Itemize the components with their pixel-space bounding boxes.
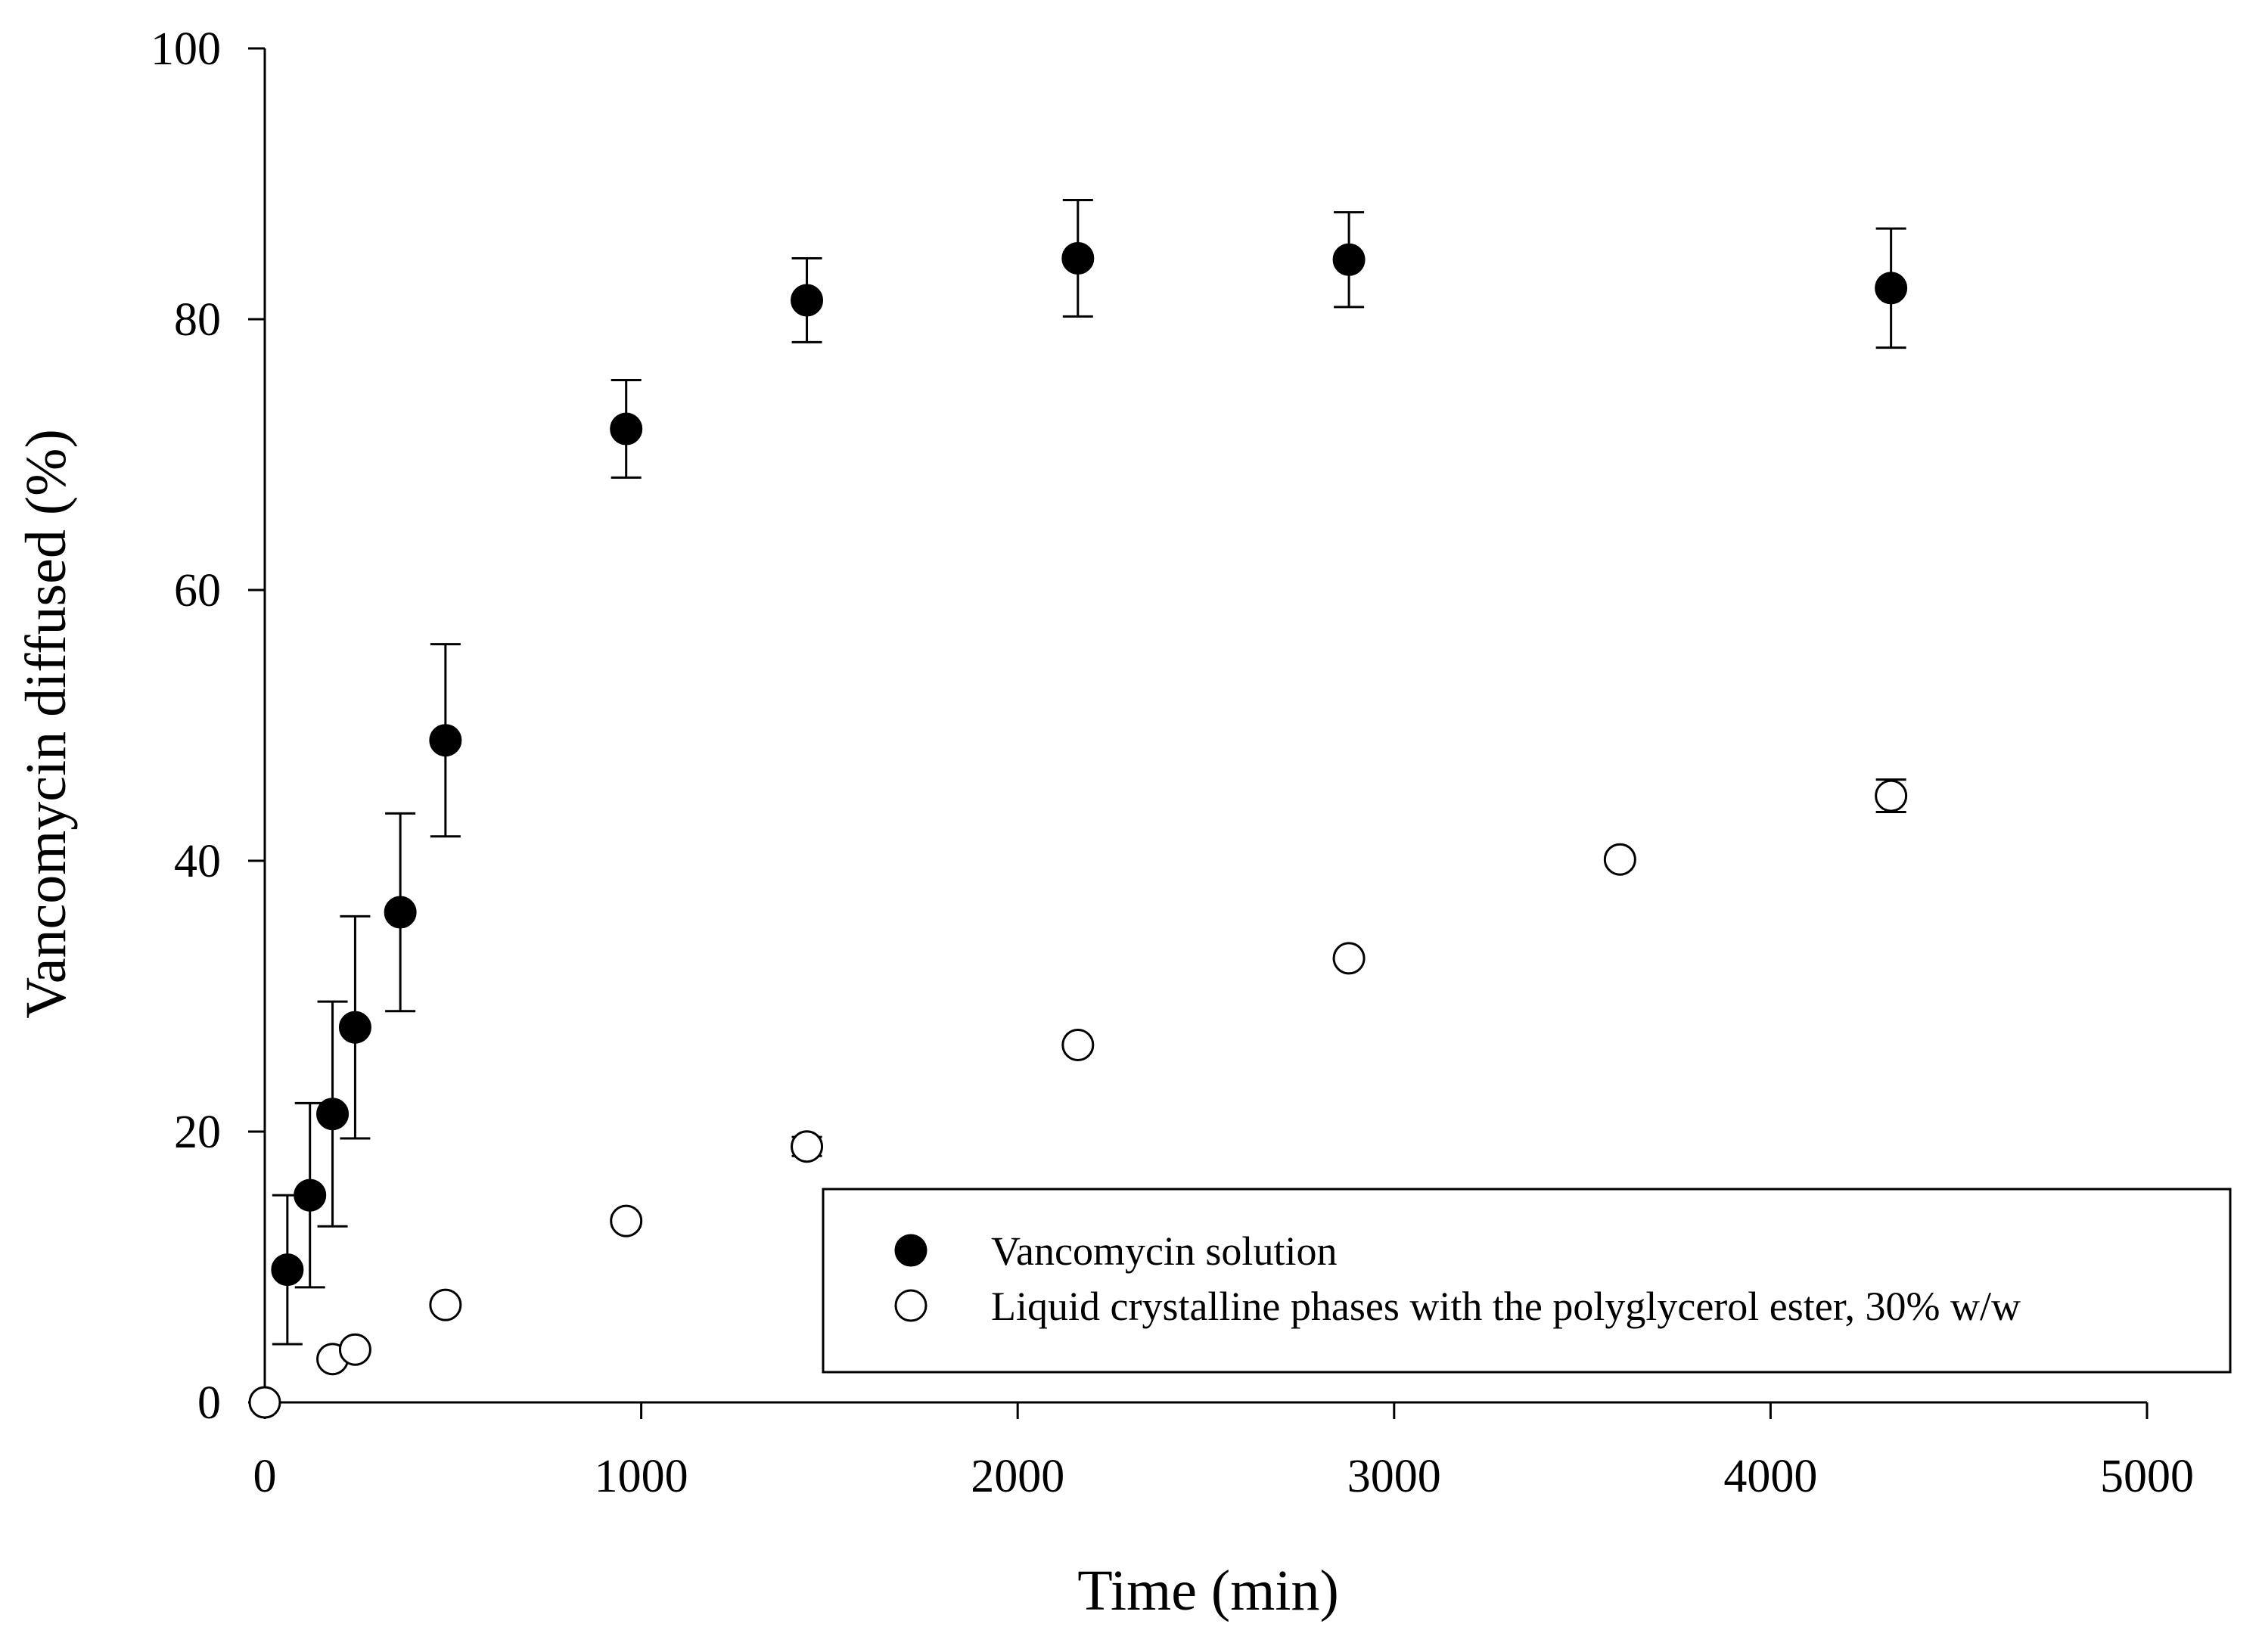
series-1: [271, 198, 1908, 1346]
x-tick-label: 0: [253, 1451, 277, 1502]
plot-area: [248, 198, 1908, 1419]
data-point-open: [610, 1204, 643, 1237]
data-point-open: [791, 1130, 824, 1163]
data-point-filled: [384, 896, 417, 929]
data-point-filled: [429, 724, 462, 757]
y-tick-label: 60: [174, 565, 221, 616]
x-tick-label: 5000: [2100, 1451, 2194, 1502]
series-2: [248, 778, 1908, 1419]
x-tick-label: 1000: [595, 1451, 688, 1502]
data-point-filled: [1332, 243, 1366, 276]
legend: Vancomycin solution Liquid crystalline ph…: [822, 1188, 2232, 1374]
data-point-filled: [294, 1178, 327, 1212]
data-point-open: [1061, 1028, 1095, 1061]
data-point-filled: [1061, 241, 1095, 275]
y-axis-title: Vancomycin diffused (%): [14, 429, 78, 1018]
data-point-filled: [271, 1253, 304, 1287]
data-point-filled: [610, 412, 643, 446]
data-point-open: [1875, 779, 1908, 812]
data-point-filled: [791, 284, 824, 317]
data-point-filled: [338, 1011, 371, 1044]
data-point-filled: [316, 1098, 350, 1131]
data-point-open: [338, 1333, 371, 1366]
data-point-filled: [1875, 272, 1908, 305]
data-point-open: [1603, 843, 1636, 876]
data-point-open: [248, 1386, 281, 1419]
y-tick-label: 0: [197, 1377, 221, 1429]
x-tick-label: 2000: [971, 1451, 1064, 1502]
y-tick-label: 20: [174, 1107, 221, 1158]
legend-box: [822, 1188, 2232, 1374]
data-point-open: [429, 1288, 462, 1321]
x-axis-title: Time (min): [1077, 1559, 1339, 1622]
y-tick-label: 40: [174, 836, 221, 887]
x-tick-label: 3000: [1347, 1451, 1441, 1502]
legend-label: Vancomycin solution: [991, 1228, 1337, 1274]
legend-marker: [894, 1234, 927, 1267]
y-tick-label: 80: [174, 294, 221, 346]
legend-marker: [894, 1289, 927, 1322]
legend-label: Liquid crystalline phases with the polyg…: [991, 1284, 2021, 1329]
data-point-open: [1332, 942, 1366, 975]
x-tick-label: 4000: [1723, 1451, 1817, 1502]
y-tick-label: 100: [151, 23, 221, 75]
